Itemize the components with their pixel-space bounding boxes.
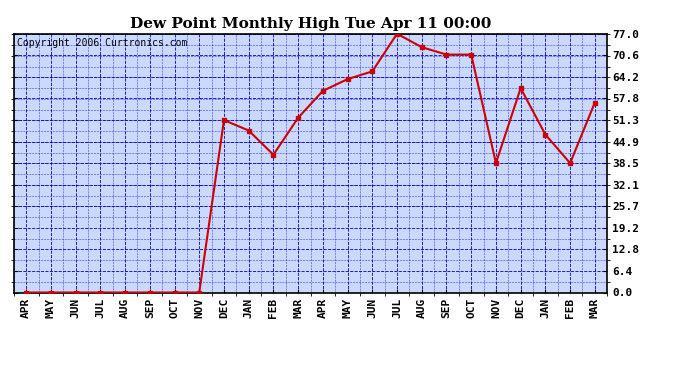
Title: Dew Point Monthly High Tue Apr 11 00:00: Dew Point Monthly High Tue Apr 11 00:00 — [130, 17, 491, 31]
Text: Copyright 2006 Curtronics.com: Copyright 2006 Curtronics.com — [17, 38, 187, 48]
